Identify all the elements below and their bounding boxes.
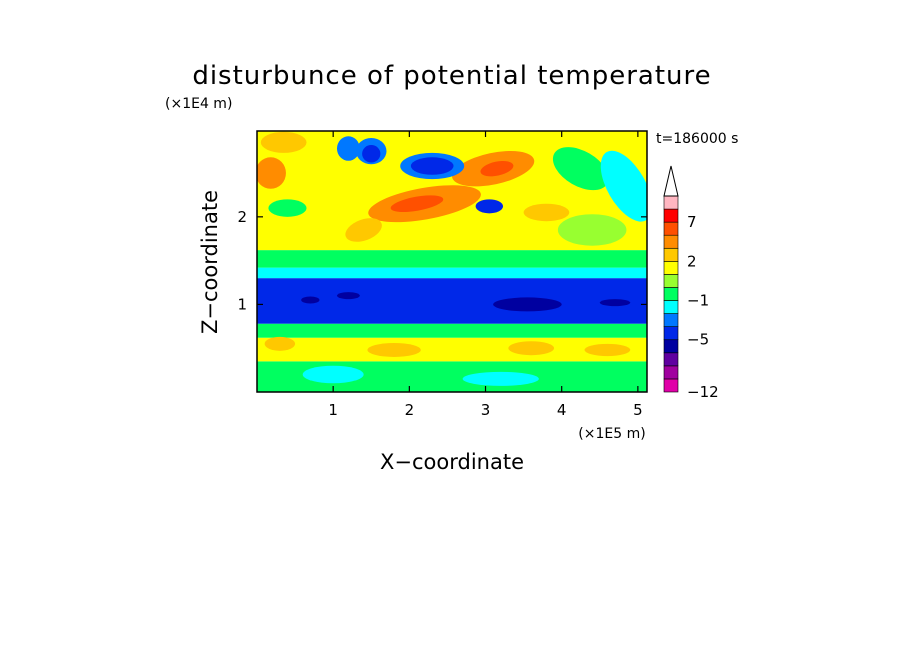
colorbar-tick-label: 2 (687, 252, 697, 270)
x-tick-label: 5 (633, 401, 643, 419)
x-axis-label: X−coordinate (380, 450, 524, 474)
contour-region-14 (410, 157, 454, 175)
colorbar-swatch-0 (663, 378, 679, 393)
contour-region-9 (557, 214, 627, 246)
contour-region-26 (302, 365, 364, 384)
colorbar-swatch-14 (663, 195, 679, 210)
y-tick-label: 1 (237, 295, 247, 313)
colorbar-tick-label: −1 (687, 292, 709, 310)
colorbar-tick-label: −5 (687, 331, 709, 349)
contour-band-5 (257, 250, 647, 268)
contour-region-10 (336, 136, 360, 161)
chart-title: disturbunce of potential temperature (192, 61, 711, 91)
colorbar-swatch-3 (663, 339, 679, 354)
contour-region-15 (475, 199, 504, 214)
contour-region-21 (599, 299, 631, 307)
y-tick-label: 2 (237, 208, 247, 226)
colorbar-extend-arrow (663, 165, 679, 197)
y-axis-label: Z−coordinate (198, 190, 222, 334)
contour-region-8 (552, 147, 609, 191)
contour-region-17 (268, 199, 307, 217)
contour-region-6 (345, 218, 382, 242)
contour-region-20 (493, 297, 562, 312)
colorbar-tick-label: −12 (687, 383, 719, 401)
colorbar-swatch-13 (663, 208, 679, 223)
y-scale-label: (×1E4 m) (165, 96, 232, 112)
contour-region-13 (362, 145, 381, 163)
colorbar-swatch-8 (663, 274, 679, 288)
colorbar-swatch-10 (663, 247, 679, 262)
colorbar-swatch-5 (663, 313, 679, 327)
colorbar-swatch-6 (663, 300, 679, 314)
x-scale-label: (×1E5 m) (578, 426, 645, 442)
contour-region-23 (367, 342, 421, 357)
contour-field (257, 131, 647, 392)
contour-region-27 (462, 371, 539, 386)
time-label: t=186000 s (656, 131, 738, 147)
contour-band-2 (257, 323, 647, 338)
contour-region-18 (301, 296, 320, 304)
contour-region-24 (508, 341, 555, 356)
contour-region-3 (390, 195, 444, 213)
contour-region-5 (260, 131, 307, 153)
contour-region-1 (480, 160, 514, 177)
colorbar-swatch-9 (663, 261, 679, 275)
colorbar-swatch-2 (663, 352, 679, 367)
colorbar-swatch-11 (663, 234, 679, 249)
x-tick-label: 4 (557, 401, 567, 419)
x-tick-label: 1 (328, 401, 338, 419)
x-tick-label: 2 (405, 401, 415, 419)
contour-band-1 (257, 337, 647, 362)
contour-region-16 (600, 150, 647, 222)
contour-region-25 (584, 343, 631, 357)
y-axis: 12 (237, 208, 647, 313)
contour-band-4 (257, 267, 647, 279)
colorbar-swatch-1 (663, 365, 679, 380)
contour-band-3 (257, 278, 647, 324)
colorbar-swatch-4 (663, 326, 679, 341)
x-axis: 1 2 3 4 5 (328, 131, 643, 419)
colorbar-swatch-12 (663, 221, 679, 236)
colorbar-tick-label: 7 (687, 213, 697, 231)
colorbar-swatch-7 (663, 287, 679, 301)
x-tick-label: 3 (481, 401, 491, 419)
contour-region-22 (264, 336, 296, 351)
contour-region-19 (336, 292, 360, 300)
colorbar: −12−5−127 (663, 165, 719, 401)
plot-frame (256, 130, 648, 393)
contour-region-7 (523, 203, 570, 222)
contour-region-4 (257, 157, 286, 189)
